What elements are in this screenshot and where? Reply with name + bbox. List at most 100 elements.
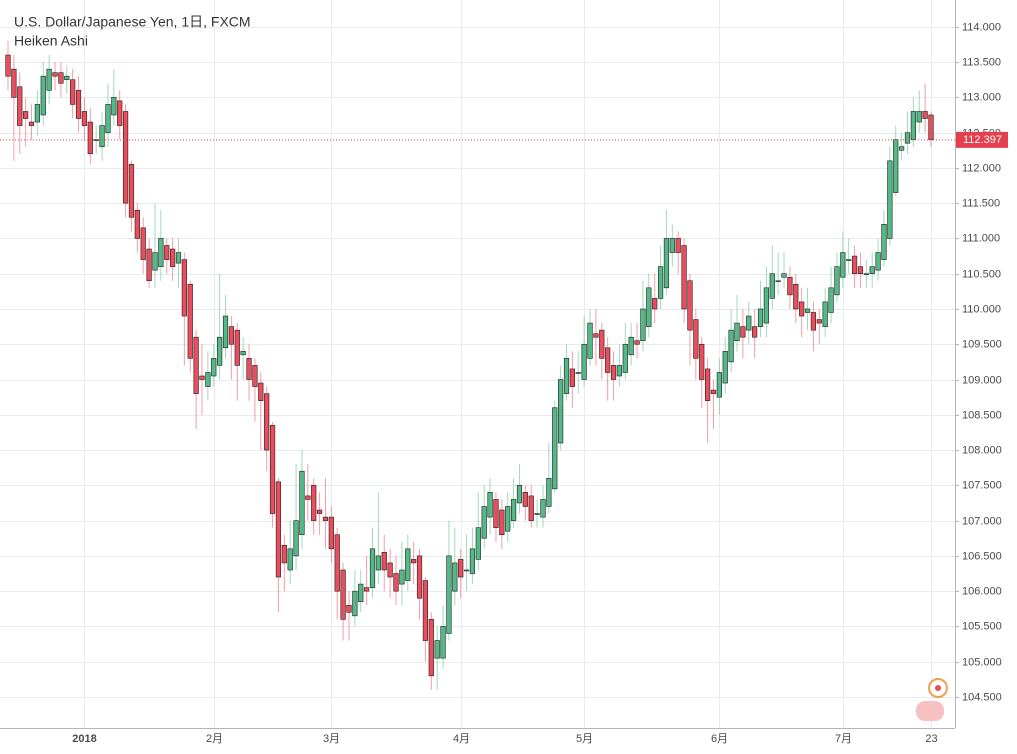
candle-body	[752, 326, 758, 338]
candle-body	[70, 79, 76, 105]
candle-body	[928, 114, 934, 140]
chart-title: U.S. Dollar/Japanese Yen, 1日, FXCM	[14, 14, 251, 30]
candle-body	[128, 164, 135, 218]
x-tick-label: 6月	[711, 733, 728, 745]
candle-body	[710, 389, 717, 394]
candle-body	[334, 534, 340, 592]
candle-body	[757, 308, 764, 327]
x-tick-label: 7月	[835, 733, 852, 745]
candle-body	[328, 516, 334, 550]
candle-body	[475, 527, 481, 560]
candle-body	[399, 569, 405, 585]
y-tick-label: 106.500	[962, 550, 1002, 562]
candle-body	[675, 238, 681, 253]
candle-body	[346, 604, 352, 613]
candle-body	[117, 100, 123, 126]
candle-body	[387, 562, 393, 578]
y-tick-label: 110.500	[962, 268, 1001, 280]
icon-dot	[935, 685, 941, 691]
candle-body	[887, 160, 893, 239]
candle-body	[134, 209, 140, 239]
candle-body	[40, 75, 46, 116]
candle-body	[646, 287, 652, 327]
candle-body	[705, 368, 711, 401]
candle-body	[575, 372, 581, 374]
candle-body	[904, 132, 911, 144]
candle-body	[469, 548, 476, 574]
candle-body	[246, 358, 252, 380]
candle-body	[569, 368, 575, 387]
candle-body	[922, 111, 928, 119]
candle-body	[893, 139, 899, 193]
candle-body	[234, 329, 240, 366]
candle-body	[775, 280, 781, 283]
candle-body	[140, 227, 146, 260]
candle-body	[175, 252, 182, 264]
candle-body	[840, 252, 846, 278]
icon-badge	[916, 701, 944, 721]
candle-body	[605, 347, 611, 373]
candle-body	[510, 499, 517, 521]
candle-body	[299, 470, 305, 536]
candle-body	[81, 111, 88, 126]
candle-body	[364, 587, 370, 592]
candle-body	[275, 481, 282, 578]
icon-ring	[928, 678, 948, 698]
candle-body	[587, 322, 593, 359]
candle-body	[493, 499, 499, 528]
candle-body	[769, 273, 775, 299]
x-tick-label: 3月	[323, 733, 340, 745]
candle-body	[52, 72, 58, 77]
candle-body	[746, 315, 752, 331]
candle-body	[828, 287, 834, 313]
candle-body	[663, 238, 670, 289]
candle-body	[281, 544, 287, 564]
candle-body	[99, 125, 105, 148]
candle-body	[393, 573, 399, 592]
candle-body	[558, 379, 564, 444]
candle-body	[28, 121, 35, 126]
candle-body	[610, 365, 617, 380]
candle-body	[305, 495, 311, 500]
candle-body	[728, 329, 734, 363]
candle-body	[358, 583, 364, 603]
candle-body	[240, 351, 246, 356]
candle-body	[616, 365, 623, 377]
x-tick-label: 2月	[206, 733, 223, 745]
candle-body	[193, 336, 199, 394]
candle-body	[46, 68, 52, 91]
candle-body	[722, 351, 728, 384]
candle-body	[652, 298, 658, 310]
chart-subtitle: Heiken Ashi	[14, 33, 88, 49]
candle-body	[446, 555, 452, 634]
candle-body	[463, 569, 470, 572]
candle-body	[599, 329, 605, 359]
candle-body	[552, 407, 558, 490]
candle-body	[869, 266, 875, 275]
y-tick-label: 107.000	[962, 515, 1002, 527]
candle-body	[75, 89, 82, 119]
candle-body	[540, 499, 546, 518]
candle-body	[264, 393, 270, 451]
candle-body	[787, 276, 793, 296]
candle-body	[863, 273, 869, 276]
candle-body	[816, 319, 822, 324]
y-tick-label: 114.000	[962, 21, 1001, 33]
candle-body	[440, 626, 446, 659]
candle-body	[534, 513, 540, 515]
candle-body	[64, 75, 70, 81]
candle-body	[634, 340, 640, 345]
candle-body	[416, 555, 423, 599]
y-tick-label: 108.500	[962, 409, 1002, 421]
y-tick-label: 112.000	[962, 162, 1001, 174]
y-tick-label: 111.000	[962, 232, 1000, 244]
candle-body	[563, 358, 570, 394]
candle-body	[369, 548, 376, 588]
candle-body	[875, 252, 881, 271]
candle-body	[411, 559, 417, 564]
candle-body	[622, 343, 628, 373]
y-tick-label: 106.000	[962, 585, 1002, 597]
candle-body	[628, 336, 634, 356]
candle-body	[428, 619, 434, 677]
candle-body	[311, 485, 317, 521]
